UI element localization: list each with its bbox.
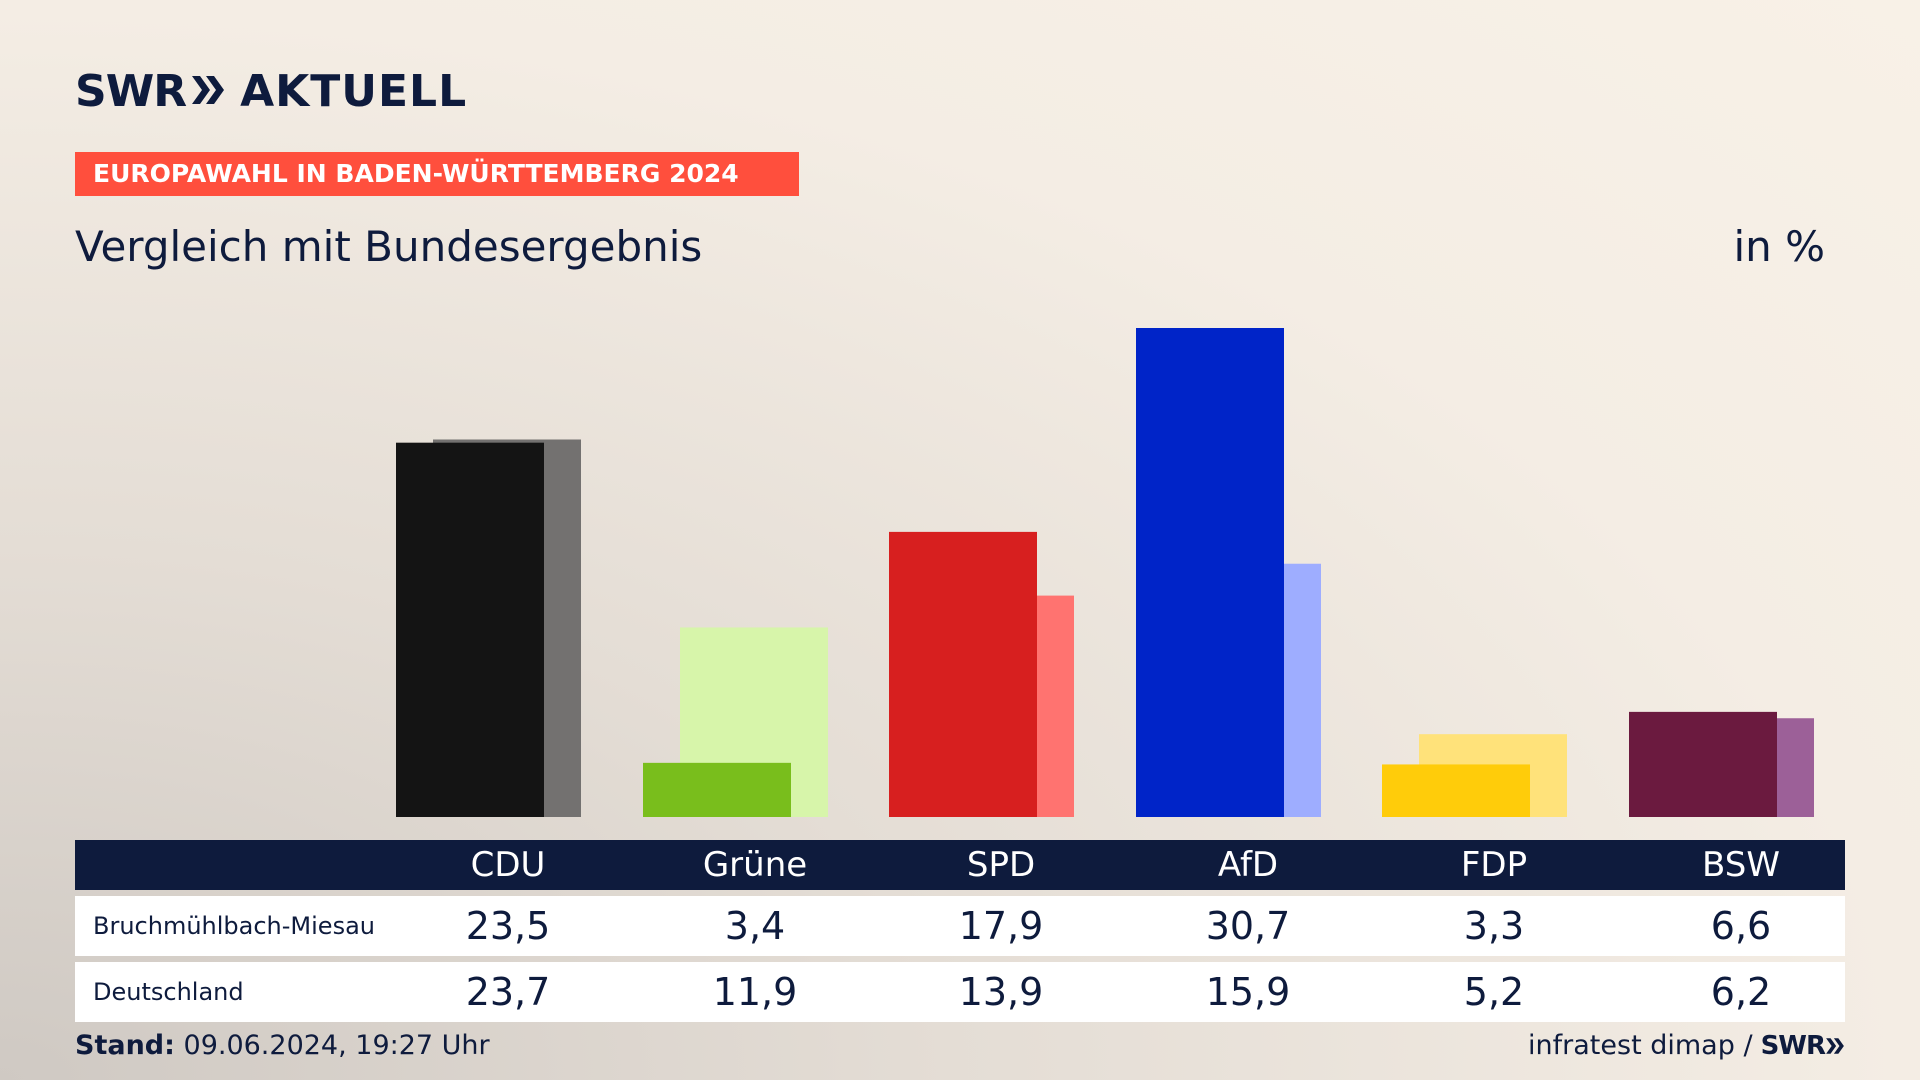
results-table: CDU Grüne SPD AfD FDP BSW Bruchmühlbach-Miesa…	[75, 840, 1845, 1022]
tick-label-bsw: BSW	[1702, 845, 1780, 885]
data-label-local-fdp: 3,3	[1463, 904, 1525, 948]
data-label-local-spd: 17,9	[958, 904, 1044, 948]
data-label-national-fdp: 5,2	[1463, 970, 1525, 1014]
tick-label-grüne: Grüne	[702, 845, 808, 885]
data-label-national-spd: 13,9	[958, 970, 1044, 1014]
table-row-local: Bruchmühlbach-Miesau 23,5 3,4 17,9 30,7 3,3 6…	[75, 896, 1845, 956]
unit-label: in %	[1733, 222, 1825, 271]
source-text: infratest dimap /	[1528, 1030, 1753, 1061]
bar-local-grüne	[643, 762, 791, 817]
row-label-local: Bruchmühlbach-Miesau	[93, 912, 375, 940]
data-label-local-bsw: 6,6	[1710, 904, 1772, 948]
logo-aktuell-text: AKTUELL	[240, 66, 468, 117]
tick-label-fdp: FDP	[1460, 845, 1528, 885]
stand-label: Stand:	[75, 1030, 175, 1061]
bar-chart	[396, 328, 1814, 817]
bar-local-spd	[889, 531, 1037, 817]
bar-local-cdu	[396, 442, 544, 817]
chart-subtitle: Vergleich mit Bundesergebnis	[75, 222, 703, 271]
table-header: CDU Grüne SPD AfD FDP BSW	[75, 840, 1845, 890]
data-label-local-grüne: 3,4	[724, 904, 786, 948]
tick-label-spd: SPD	[966, 845, 1036, 885]
tick-label-afd: AfD	[1217, 845, 1279, 885]
data-label-local-cdu: 23,5	[465, 904, 551, 948]
swr-aktuell-logo: SWR AKTUELL	[75, 66, 467, 117]
double-chevron-icon	[190, 72, 226, 112]
data-label-national-cdu: 23,7	[465, 970, 551, 1014]
bar-local-bsw	[1629, 711, 1777, 817]
data-label-local-afd: 30,7	[1205, 904, 1291, 948]
stand-value: 09.06.2024, 19:27 Uhr	[183, 1030, 490, 1061]
source-credit: infratest dimap / SWR	[1528, 1030, 1845, 1061]
source-logo-text: SWR	[1760, 1030, 1826, 1061]
source-chevron-icon	[1826, 1037, 1844, 1054]
table-row-national: Deutschland 23,7 11,9 13,9 15,9 5,2 6,2	[75, 962, 1845, 1022]
election-banner: EUROPAWAHL IN BADEN-WÜRTTEMBERG 2024	[75, 152, 799, 196]
logo-swr-text: SWR	[75, 66, 187, 117]
data-label-national-bsw: 6,2	[1710, 970, 1772, 1014]
timestamp: Stand: 09.06.2024, 19:27 Uhr	[75, 1030, 490, 1061]
bar-local-fdp	[1382, 764, 1530, 817]
row-label-national: Deutschland	[93, 978, 244, 1006]
data-label-national-grüne: 11,9	[712, 970, 798, 1014]
data-label-national-afd: 15,9	[1205, 970, 1291, 1014]
bar-local-afd	[1136, 328, 1284, 817]
tick-label-cdu: CDU	[470, 845, 546, 885]
